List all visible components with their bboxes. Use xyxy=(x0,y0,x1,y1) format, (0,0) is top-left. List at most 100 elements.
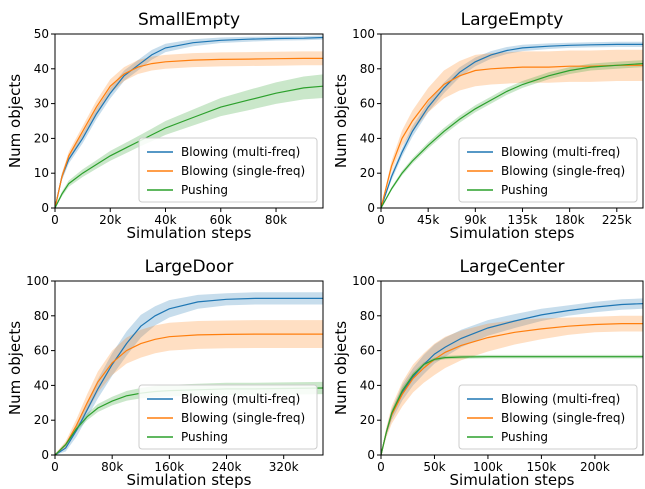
series-band-2 xyxy=(381,315,643,455)
x-tick-label: 150k xyxy=(526,460,556,474)
x-tick-label: 200k xyxy=(580,460,610,474)
x-tick-label: 135k xyxy=(508,213,538,227)
y-tick-label: 60 xyxy=(360,344,375,358)
subplot-title: LargeCenter xyxy=(459,257,564,277)
axes-frame xyxy=(54,33,324,209)
y-tick-label: 80 xyxy=(34,309,49,323)
axes-frame xyxy=(54,280,324,456)
y-axis-label: Num objects xyxy=(6,321,24,415)
legend: Blowing (multi-freq) Blowing (single-freq… xyxy=(458,384,638,450)
legend-box xyxy=(138,384,318,450)
y-tick-label: 30 xyxy=(34,97,49,111)
series-band-1 xyxy=(381,298,643,455)
axes-frame xyxy=(380,280,644,456)
y-tick-label: 0 xyxy=(41,201,49,215)
y-tick-label: 20 xyxy=(360,413,375,427)
series-line-3 xyxy=(381,356,643,455)
x-tick-label: 100k xyxy=(473,460,503,474)
x-tick-label: 225k xyxy=(602,213,632,227)
x-tick-label: 90k xyxy=(464,213,486,227)
x-tick-label: 0 xyxy=(51,460,59,474)
x-axis-label: Simulation steps xyxy=(127,224,252,242)
x-tick-label: 40k xyxy=(154,213,176,227)
legend-label: Blowing (multi-freq) xyxy=(181,392,300,406)
x-tick-label: 50k xyxy=(423,460,445,474)
x-tick-label: 80k xyxy=(265,213,287,227)
series-line-3 xyxy=(381,63,643,208)
legend: Blowing (multi-freq) Blowing (single-freq… xyxy=(138,384,318,450)
y-tick-label: 0 xyxy=(367,448,375,462)
y-tick-label: 40 xyxy=(360,378,375,392)
y-tick-label: 100 xyxy=(26,274,49,288)
x-axis-label: Simulation steps xyxy=(450,471,575,489)
y-tick-label: 40 xyxy=(360,131,375,145)
x-tick-label: 160k xyxy=(154,460,184,474)
x-tick-label: 320k xyxy=(269,460,299,474)
y-tick-label: 20 xyxy=(34,413,49,427)
subplot-4: 0 50k 100k 150k 200k 0 20 40 60 80 100 LargeCenter S… xyxy=(332,257,644,489)
legend-label: Blowing (single-freq) xyxy=(181,411,305,425)
legend: Blowing (multi-freq) Blowing (single-freq… xyxy=(138,137,318,203)
legend-label: Pushing xyxy=(501,430,548,444)
y-tick-label: 20 xyxy=(360,166,375,180)
series-line-2 xyxy=(55,333,323,455)
y-axis-label: Num objects xyxy=(332,321,350,415)
series-line-1 xyxy=(55,297,323,455)
legend-label: Blowing (multi-freq) xyxy=(181,145,300,159)
series-band-2 xyxy=(381,49,643,208)
legend-box xyxy=(458,137,638,203)
y-tick-label: 40 xyxy=(34,378,49,392)
y-tick-label: 10 xyxy=(34,166,49,180)
y-tick-label: 60 xyxy=(34,344,49,358)
legend-label: Pushing xyxy=(181,430,228,444)
y-axis-label: Num objects xyxy=(6,74,24,168)
series-line-2 xyxy=(381,323,643,455)
y-tick-label: 40 xyxy=(34,62,49,76)
y-tick-label: 50 xyxy=(34,27,49,41)
x-tick-label: 180k xyxy=(555,213,585,227)
series-line-2 xyxy=(55,57,323,208)
series-band-3 xyxy=(55,74,323,208)
y-tick-label: 60 xyxy=(360,97,375,111)
x-axis-label: Simulation steps xyxy=(127,471,252,489)
x-tick-label: 240k xyxy=(212,460,242,474)
x-tick-label: 0 xyxy=(377,213,385,227)
series-band-1 xyxy=(55,292,323,455)
subplot-1: 0 20k 40k 60k 80k 0 10 20 30 40 50 SmallEmpty Simula… xyxy=(6,10,324,242)
legend-label: Blowing (single-freq) xyxy=(181,164,305,178)
y-tick-label: 80 xyxy=(360,62,375,76)
legend-label: Blowing (single-freq) xyxy=(501,411,625,425)
y-tick-label: 0 xyxy=(41,448,49,462)
subplot-2: 0 45k 90k 135k 180k 225k 0 20 40 60 80 100 LargeEmpt… xyxy=(332,10,644,242)
legend-label: Blowing (single-freq) xyxy=(501,164,625,178)
x-axis-label: Simulation steps xyxy=(450,224,575,242)
subplot-title: SmallEmpty xyxy=(138,10,240,30)
series-band-3 xyxy=(55,381,323,455)
subplot-title: LargeEmpty xyxy=(461,10,564,30)
x-tick-label: 80k xyxy=(101,460,123,474)
x-tick-label: 0 xyxy=(51,213,59,227)
x-tick-label: 60k xyxy=(210,213,232,227)
legend-label: Blowing (multi-freq) xyxy=(501,392,620,406)
y-tick-label: 20 xyxy=(34,131,49,145)
subplot-3: 0 80k 160k 240k 320k 0 20 40 60 80 100 LargeDoor Sim… xyxy=(6,257,324,489)
legend-label: Pushing xyxy=(501,183,548,197)
series-line-1 xyxy=(55,36,323,208)
legend-box xyxy=(458,384,638,450)
y-tick-label: 0 xyxy=(367,201,375,215)
x-tick-label: 20k xyxy=(99,213,121,227)
y-tick-label: 100 xyxy=(352,274,375,288)
plot-area xyxy=(381,298,643,455)
subplot-title: LargeDoor xyxy=(145,257,234,277)
legend-label: Blowing (multi-freq) xyxy=(501,145,620,159)
y-axis-label: Num objects xyxy=(332,74,350,168)
legend-box xyxy=(138,137,318,203)
series-line-1 xyxy=(381,43,643,208)
series-line-2 xyxy=(381,64,643,208)
y-tick-label: 100 xyxy=(352,27,375,41)
x-tick-label: 45k xyxy=(417,213,439,227)
plot-area xyxy=(381,41,643,208)
y-tick-label: 80 xyxy=(360,309,375,323)
axes-frame xyxy=(380,33,644,209)
